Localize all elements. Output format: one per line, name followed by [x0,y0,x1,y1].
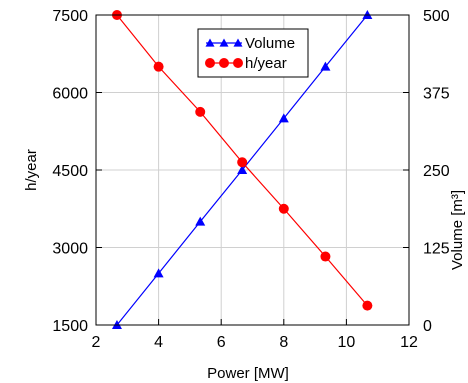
legend-marker-triangle [219,38,229,47]
legend-marker-circle [219,58,229,68]
y-tick-label-right: 0 [423,318,432,335]
plot-frame [95,14,410,326]
legend-box [197,28,309,78]
data-point-triangle [195,216,206,226]
x-tick-label: 4 [154,334,163,351]
data-point-circle [320,251,331,262]
y-tick-label-left: 6000 [52,86,88,103]
y-tick-label-left: 4500 [52,163,88,180]
y-tick-label-right: 125 [423,241,450,258]
y-axis-label-right: Volume [m³] [449,190,466,270]
legend-item: h/year [205,55,287,72]
data-point-circle [153,61,164,72]
x-axis-label: Power [MW] [207,365,289,382]
plot-border [95,14,410,326]
series-volume [111,10,373,329]
legend-marker-triangle [205,38,215,47]
series-layer [111,10,373,329]
data-point-triangle [153,268,164,278]
data-point-circle [237,157,248,168]
x-tick-label: 12 [400,334,418,351]
legend-label: h/year [245,55,287,72]
data-point-circle [195,106,206,117]
x-tick-label: 6 [217,334,226,351]
y-tick-label-right: 250 [423,163,450,180]
series-h-year [111,10,373,311]
legend-marker-circle [233,58,243,68]
legend: Volume h/year [197,28,309,78]
y-axis-label-left: h/year [23,149,40,191]
data-point-circle [278,203,289,214]
data-point-triangle [237,165,248,174]
y-tick-label-left: 7500 [52,8,88,25]
x-tick-label: 2 [92,334,101,351]
y-tick-label-right: 375 [423,86,450,103]
legend-marker-triangle [233,38,243,47]
legend-item: Volume [205,35,295,52]
y-tick-label-left: 1500 [52,318,88,335]
data-point-triangle [278,113,289,123]
x-tick-label: 10 [338,334,356,351]
x-tick-label: 8 [279,334,288,351]
legend-label: Volume [245,35,295,52]
legend-marker-circle [205,58,215,68]
data-point-triangle [320,61,331,71]
tick-labels: 2 4 6 8 10 12 1500 3000 4500 6000 7500 0 125 250 375 50… [52,8,449,351]
y-tick-label-left: 3000 [52,241,88,258]
y-tick-label-right: 500 [423,8,450,25]
data-point-circle [362,300,373,311]
